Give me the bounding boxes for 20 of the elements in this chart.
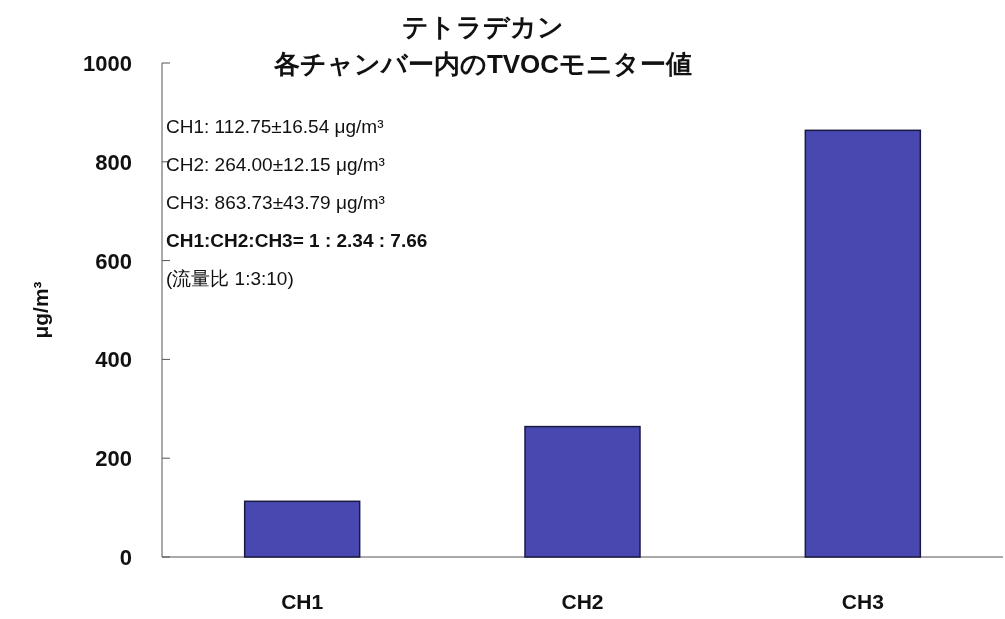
- x-tick-label: CH2: [561, 590, 604, 613]
- chart-title: テトラデカン: [402, 12, 564, 42]
- y-tick-label: 600: [95, 248, 132, 274]
- y-tick-label: 400: [95, 347, 132, 373]
- annotation: (流量比 1:3:10): [166, 268, 294, 289]
- annotation: CH2: 264.00±12.15 μg/m³: [166, 154, 385, 175]
- bar: [524, 425, 641, 558]
- y-tick-label: 1000: [83, 51, 132, 76]
- y-tick-label: 200: [95, 446, 132, 472]
- y-tick-label: 0: [119, 545, 132, 570]
- bar: [804, 129, 922, 558]
- chart-subtitle: 各チャンバー内のTVOCモニター値: [272, 49, 693, 79]
- annotation: CH1: 112.75±16.54 μg/m³: [166, 116, 384, 137]
- x-tick-label: CH3: [841, 590, 884, 613]
- x-tick-label: CH1: [281, 590, 324, 613]
- bar: [243, 500, 361, 558]
- y-tick-label: 800: [95, 149, 132, 175]
- annotation: CH3: 863.73±43.79 μg/m³: [166, 192, 385, 213]
- y-axis-title: μg/m³: [29, 281, 52, 339]
- annotation: CH1:CH2:CH3= 1 : 2.34 : 7.66: [166, 230, 428, 251]
